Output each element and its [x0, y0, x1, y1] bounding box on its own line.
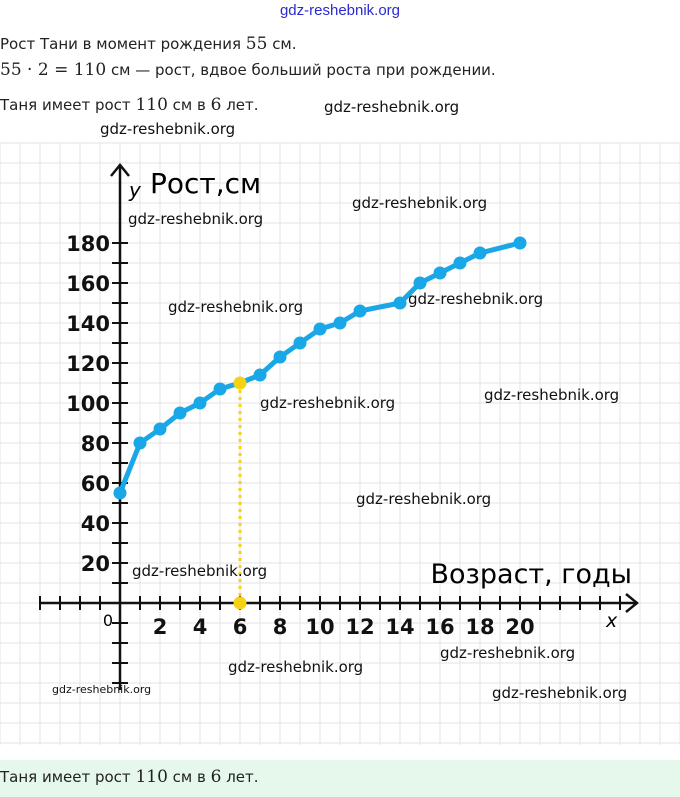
- x-tick-label: 14: [385, 615, 414, 639]
- x-tick-label: 6: [233, 615, 248, 639]
- watermark: gdz-reshebnik.org: [324, 98, 460, 116]
- text: Таня имеет рост: [0, 768, 136, 786]
- y-tick-label: 120: [66, 352, 110, 376]
- answer-text: Таня имеет рост 110 см в 6 лет.: [0, 767, 259, 787]
- height-chart: 2 4 6 8 10 12 14 16 18 20 20 40 60 80 100 120 140 160 180 0…: [0, 142, 680, 745]
- watermark: gdz-reshebnik.org: [352, 194, 488, 212]
- watermark: gdz-reshebnik.org: [168, 298, 304, 316]
- y-tick-label: 60: [81, 472, 110, 496]
- y-axis-arrow-icon: [110, 163, 130, 177]
- text: лет.: [221, 96, 259, 114]
- text-line-3: Таня имеет рост 110 см в 6 лет.: [0, 95, 259, 115]
- answer-box: Таня имеет рост 110 см в 6 лет.: [0, 760, 680, 797]
- watermark: gdz-reshebnik.org: [408, 290, 544, 308]
- watermark: gdz-reshebnik.org: [484, 386, 620, 404]
- y-tick-label: 180: [66, 232, 110, 256]
- number: 6: [210, 767, 222, 787]
- y-tick-label: 80: [81, 432, 110, 456]
- data-point: [393, 296, 407, 310]
- data-point: [353, 304, 367, 318]
- x-tick-label: 16: [425, 615, 454, 639]
- text: см в: [167, 96, 211, 114]
- data-point: [333, 316, 347, 330]
- text-line-1: Рост Тани в момент рождения 55 см.: [0, 34, 297, 54]
- text: см в: [167, 768, 211, 786]
- origin-label: 0: [103, 611, 113, 630]
- x-axis-arrow-icon: [625, 593, 639, 613]
- text: Рост Тани в момент рождения: [0, 35, 246, 53]
- watermark: gdz-reshebnik.org: [356, 490, 492, 508]
- data-point: [133, 436, 147, 450]
- data-point: [213, 382, 227, 396]
- x-tick-label: 8: [273, 615, 288, 639]
- watermark: gdz-reshebnik.org: [132, 562, 268, 580]
- number: 6: [210, 95, 222, 115]
- y-axis-label: Рост,см: [150, 167, 261, 200]
- text: лет.: [221, 768, 259, 786]
- data-point: [293, 336, 307, 350]
- watermark: gdz-reshebnik.org: [492, 684, 628, 702]
- y-tick-label: 40: [81, 512, 110, 536]
- text: см.: [267, 35, 297, 53]
- x-tick-label: 12: [345, 615, 374, 639]
- text: Таня имеет рост: [0, 96, 136, 114]
- x-tick-label: 20: [505, 615, 534, 639]
- data-point: [313, 322, 327, 336]
- y-tick-label: 160: [66, 272, 110, 296]
- header-watermark: gdz-reshebnik.org: [279, 2, 401, 19]
- watermark: gdz-reshebnik.org: [128, 210, 264, 228]
- x-axis-letter: x: [605, 610, 618, 632]
- y-tick-label: 20: [81, 552, 110, 576]
- data-point: [193, 396, 207, 410]
- number: 55: [245, 34, 268, 54]
- x-tick-label: 2: [153, 615, 168, 639]
- data-point: [413, 276, 427, 290]
- number: 110: [135, 767, 168, 787]
- watermark: gdz-reshebnik.org: [440, 644, 576, 662]
- data-point: [113, 486, 127, 500]
- y-tick-label: 140: [66, 312, 110, 336]
- data-point: [253, 368, 267, 382]
- highlight-point: [233, 376, 247, 390]
- number: 110: [135, 95, 168, 115]
- data-point: [273, 350, 287, 364]
- expression: 55 · 2 = 110: [0, 60, 107, 80]
- watermark: gdz-reshebnik.org: [100, 120, 236, 138]
- data-point: [433, 266, 447, 280]
- text: см — рост, вдвое больший роста при рожде…: [106, 61, 496, 79]
- x-tick-label: 18: [465, 615, 494, 639]
- watermark: gdz-reshebnik.org: [52, 683, 152, 696]
- x-axis-label: Возраст, годы: [430, 559, 632, 590]
- data-point: [513, 236, 527, 250]
- watermark: gdz-reshebnik.org: [260, 394, 396, 412]
- text-line-2: 55 · 2 = 110 см — рост, вдвое больший ро…: [0, 60, 496, 80]
- data-point: [473, 246, 487, 260]
- data-point: [453, 256, 467, 270]
- watermark: gdz-reshebnik.org: [228, 658, 364, 676]
- data-point: [173, 406, 187, 420]
- y-axis-letter: y: [128, 178, 142, 202]
- x-tick-label: 10: [305, 615, 334, 639]
- y-tick-label: 100: [66, 392, 110, 416]
- x-tick-label: 4: [193, 615, 208, 639]
- data-point: [153, 422, 167, 436]
- highlight-axis-point: [233, 596, 247, 610]
